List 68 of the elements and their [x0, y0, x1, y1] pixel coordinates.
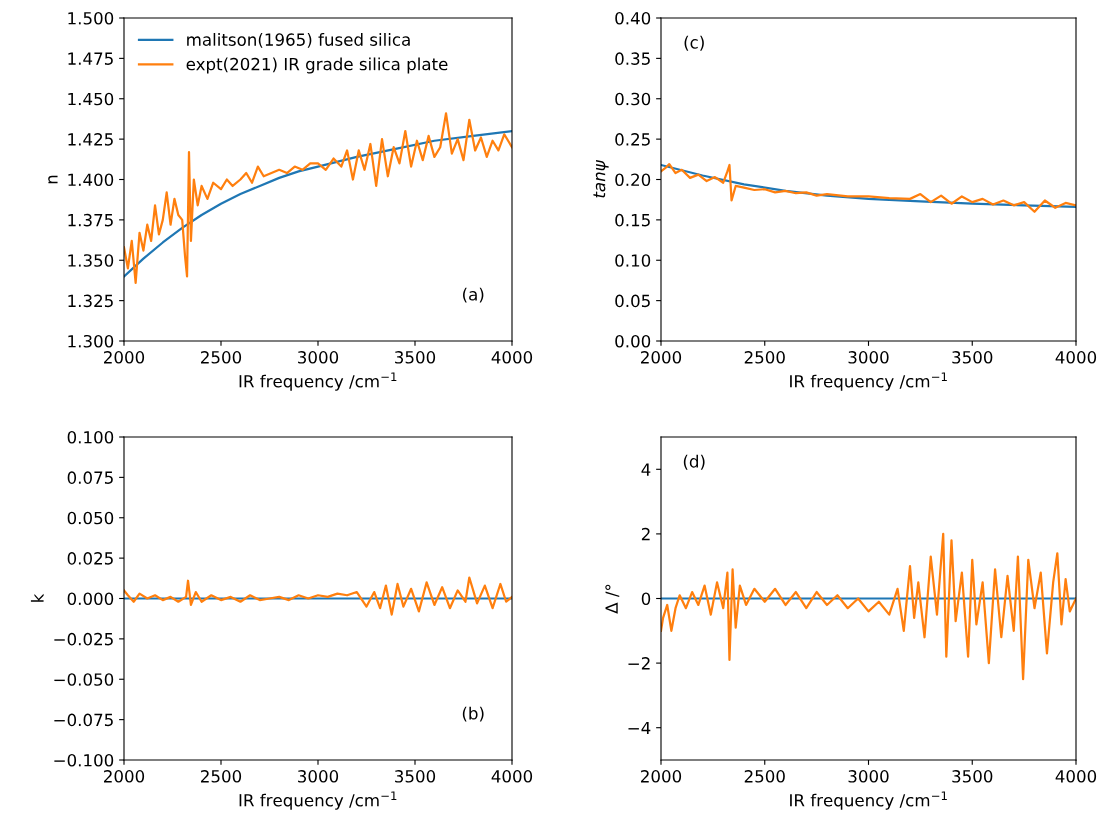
y-tick-label: −0.075 [54, 713, 113, 727]
y-tick-label: 0.00 [615, 334, 651, 348]
x-tick-label: 2000 [104, 770, 145, 783]
y-axis-title: Δ /° [605, 584, 620, 614]
annotation: (c) [684, 35, 704, 51]
x-axis-title: IR frequency /cm$^{−1}$ [790, 372, 947, 391]
y-tick-label: 1.350 [68, 254, 114, 267]
y-tick-label: −0.100 [54, 753, 114, 767]
y-tick-label: 1.375 [68, 213, 113, 227]
x-tick-label: 2000 [641, 351, 682, 364]
x-tick-label: 4000 [1055, 770, 1097, 783]
y-tick-label: 1.400 [68, 173, 114, 187]
y-tick-label: −2 [628, 657, 650, 670]
y-tick-label: 1.500 [68, 11, 114, 25]
y-tick-label: 0 [641, 592, 651, 606]
y-axis-title: tanψ [593, 160, 609, 198]
annotation: (b) [462, 706, 484, 722]
y-tick-label: 0.025 [67, 552, 113, 565]
x-tick-label: 3000 [848, 351, 889, 364]
y-tick-label: 1.450 [68, 92, 114, 106]
annotation: (d) [683, 454, 705, 470]
y-tick-label: 0.075 [67, 471, 113, 484]
x-axis-title: IR frequency /cm$^{−1}$ [790, 791, 947, 810]
y-tick-label: 1.300 [68, 334, 114, 348]
x-tick-label: 2500 [201, 770, 242, 783]
x-tick-label: 2500 [201, 351, 242, 364]
y-tick-label: −0.050 [54, 673, 114, 686]
y-tick-label: 0.20 [615, 173, 651, 187]
x-axis-title: IR frequency /cm$^{−1}$ [239, 372, 397, 391]
x-tick-label: 2000 [104, 351, 145, 364]
x-axis-title: IR frequency /cm$^{−1}$ [239, 791, 397, 810]
legend-label: malitson(1965) fused silica [187, 33, 410, 48]
x-tick-label: 2500 [744, 770, 785, 783]
y-tick-label: 0.10 [615, 254, 651, 267]
y-tick-label: 1.425 [68, 133, 113, 146]
y-tick-label: 0.15 [615, 213, 650, 227]
x-tick-label: 4000 [1055, 351, 1097, 364]
y-tick-label: 4 [641, 463, 651, 476]
y-tick-label: 0.05 [615, 294, 650, 308]
x-tick-label: 3000 [298, 770, 339, 783]
y-tick-label: 2 [641, 527, 650, 541]
legend-label: expt(2021) IR grade silica plate [186, 57, 448, 74]
x-tick-label: 3500 [952, 351, 993, 364]
y-tick-label: 1.475 [68, 52, 113, 65]
y-tick-label: −0.025 [54, 632, 113, 646]
line-series [124, 576, 512, 616]
y-tick-label: 0.000 [67, 592, 114, 606]
y-tick-label: 0.050 [67, 511, 114, 525]
x-tick-label: 3500 [952, 770, 993, 783]
x-tick-label: 4000 [491, 770, 533, 783]
x-tick-label: 2000 [641, 770, 682, 783]
y-tick-label: 0.100 [67, 430, 114, 444]
y-tick-label: 1.325 [68, 294, 113, 308]
x-tick-label: 2500 [744, 351, 785, 364]
y-tick-label: 0.25 [615, 133, 650, 146]
annotation: (a) [463, 287, 484, 303]
y-axis-title: n [48, 175, 58, 184]
x-tick-label: 3000 [298, 351, 339, 364]
y-tick-label: −4 [628, 721, 651, 735]
x-tick-label: 3500 [395, 770, 436, 783]
x-tick-label: 3500 [395, 351, 436, 364]
line-series [661, 532, 1076, 681]
y-tick-label: 0.40 [615, 11, 651, 25]
y-tick-label: 0.30 [615, 92, 651, 106]
y-tick-label: 0.35 [615, 52, 650, 65]
y-axis-title: k [30, 593, 44, 602]
x-tick-label: 3000 [848, 770, 889, 783]
x-tick-label: 4000 [491, 351, 533, 364]
